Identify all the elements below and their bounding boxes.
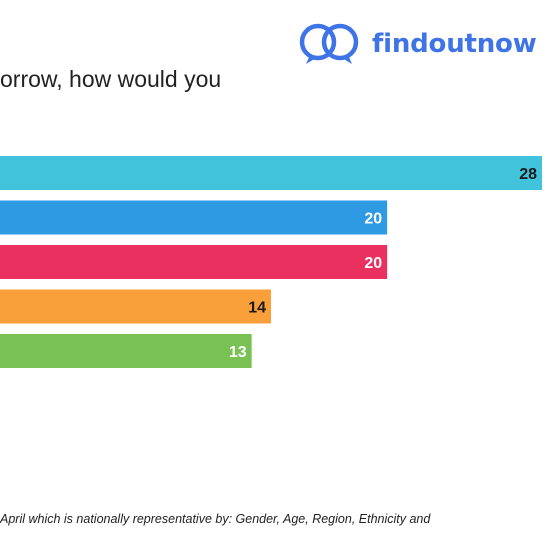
bar-1 <box>0 156 542 190</box>
bar-value-label-4: 14 <box>248 300 266 317</box>
bar-chart: 28 20 20 14 13 <box>0 156 542 368</box>
brand-logo: findoutnow <box>294 20 544 68</box>
bar-value-label-2: 20 <box>364 211 382 228</box>
bar-4 <box>0 289 271 324</box>
bar-value-label-3: 20 <box>364 255 382 272</box>
brand-name: findoutnow <box>372 29 537 59</box>
bar-value-label-1: 28 <box>519 166 537 183</box>
bar-5 <box>0 334 252 368</box>
bar-2 <box>0 200 388 235</box>
bar-value-label-5: 13 <box>229 344 247 361</box>
bar-3 <box>0 245 388 279</box>
footnote: April which is nationally representative… <box>0 512 431 526</box>
question-title: orrow, how would you <box>0 66 222 92</box>
interlocking-rings-icon <box>299 23 359 64</box>
